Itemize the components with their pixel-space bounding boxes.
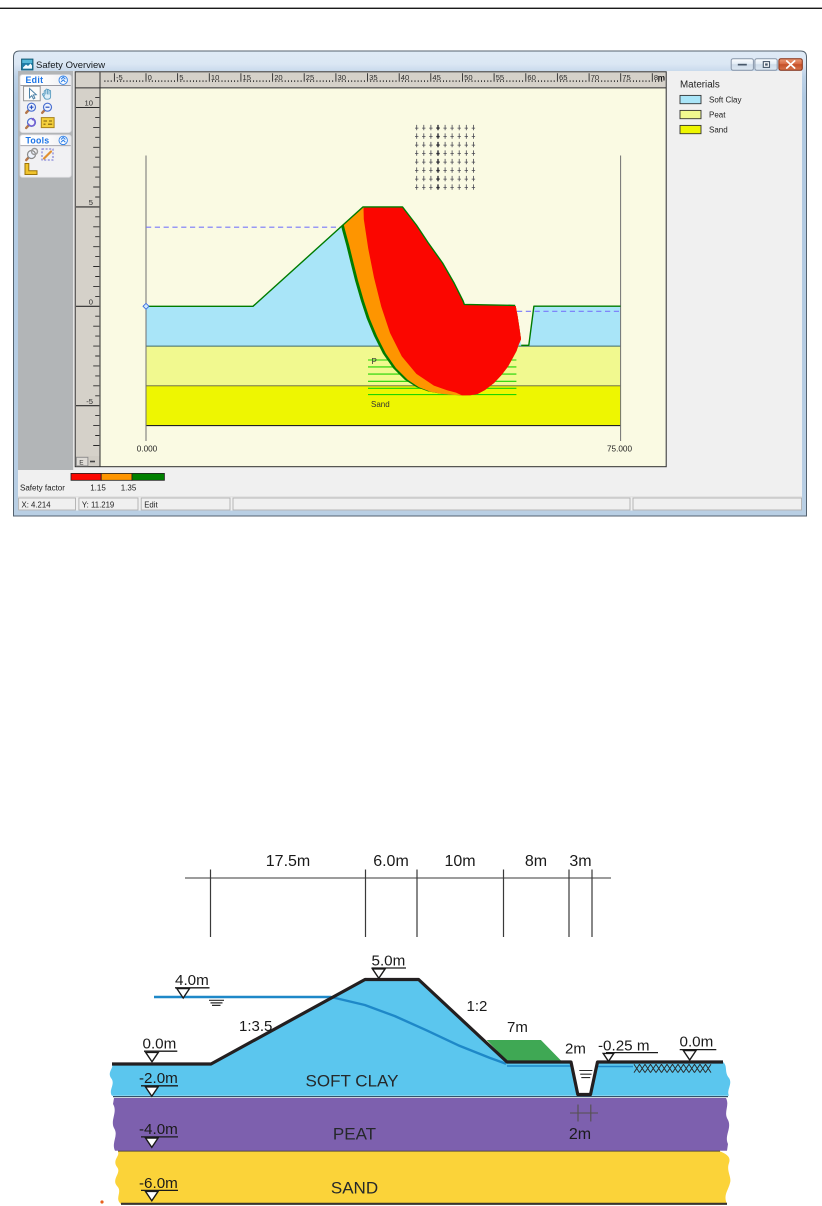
svg-text:-0.25 m: -0.25 m [598, 1038, 650, 1055]
svg-text:5: 5 [89, 198, 93, 207]
svg-text:1:2: 1:2 [467, 998, 488, 1015]
svg-text:4.0m: 4.0m [175, 972, 209, 989]
svg-text:Edit: Edit [144, 500, 158, 509]
svg-text:Safety factor: Safety factor [20, 484, 65, 493]
svg-text:0: 0 [148, 73, 152, 82]
svg-text:Peat: Peat [709, 111, 726, 120]
svg-text:-5: -5 [116, 73, 123, 82]
svg-text:8: 8 [654, 73, 658, 82]
svg-text:5: 5 [179, 73, 183, 82]
svg-text:m: m [658, 74, 665, 83]
svg-text:40: 40 [401, 73, 409, 82]
svg-text:10: 10 [85, 99, 93, 108]
svg-text:Edit: Edit [26, 75, 44, 85]
svg-text:8m: 8m [525, 853, 547, 870]
svg-text:2m: 2m [569, 1126, 591, 1143]
svg-text:Sand: Sand [371, 400, 390, 409]
svg-text:2m: 2m [565, 1041, 586, 1058]
svg-text:-6.0m: -6.0m [139, 1175, 178, 1192]
svg-text:Soft Clay: Soft Clay [709, 96, 741, 105]
svg-text:70: 70 [591, 73, 599, 82]
svg-text:SAND: SAND [331, 1179, 378, 1198]
svg-text:10m: 10m [444, 853, 475, 870]
svg-text:PEAT: PEAT [333, 1125, 376, 1144]
svg-text:5.0m: 5.0m [372, 953, 406, 970]
svg-text:60: 60 [527, 73, 535, 82]
svg-text:15: 15 [243, 73, 251, 82]
svg-text:45: 45 [432, 73, 440, 82]
svg-text:Y: 11.219: Y: 11.219 [82, 500, 114, 509]
svg-text:50: 50 [464, 73, 472, 82]
svg-text:25: 25 [306, 73, 314, 82]
svg-text:-2.0m: -2.0m [139, 1070, 178, 1087]
svg-text:E: E [79, 459, 84, 466]
svg-text:20: 20 [274, 73, 282, 82]
svg-text:17.5m: 17.5m [266, 853, 310, 870]
svg-text:0.000: 0.000 [137, 445, 158, 454]
svg-text:10: 10 [211, 73, 219, 82]
svg-text:75.000: 75.000 [607, 445, 632, 454]
svg-text:0.0m: 0.0m [143, 1036, 177, 1053]
svg-text:75: 75 [622, 73, 630, 82]
svg-text:35: 35 [369, 73, 377, 82]
svg-text:30: 30 [338, 73, 346, 82]
svg-text:1.15: 1.15 [90, 484, 106, 493]
svg-text:0.0m: 0.0m [680, 1033, 714, 1050]
svg-text:-4.0m: -4.0m [139, 1121, 178, 1138]
svg-text:X: 4.214: X: 4.214 [22, 500, 52, 509]
svg-text:6.0m: 6.0m [373, 853, 409, 870]
svg-text:0: 0 [89, 298, 93, 307]
svg-text:55: 55 [496, 73, 504, 82]
svg-text:7m: 7m [507, 1019, 528, 1036]
svg-text:Safety Overview: Safety Overview [36, 60, 105, 71]
svg-text:SOFT CLAY: SOFT CLAY [306, 1072, 399, 1091]
svg-text:1:3.5: 1:3.5 [239, 1018, 272, 1035]
svg-text:-5: -5 [86, 397, 93, 406]
svg-text:3m: 3m [569, 853, 591, 870]
svg-text:Sand: Sand [709, 126, 728, 135]
svg-text:65: 65 [559, 73, 567, 82]
svg-text:Materials: Materials [680, 80, 720, 91]
svg-text:1.35: 1.35 [121, 484, 137, 493]
svg-text:P: P [372, 357, 377, 366]
svg-text:Tools: Tools [26, 135, 50, 145]
